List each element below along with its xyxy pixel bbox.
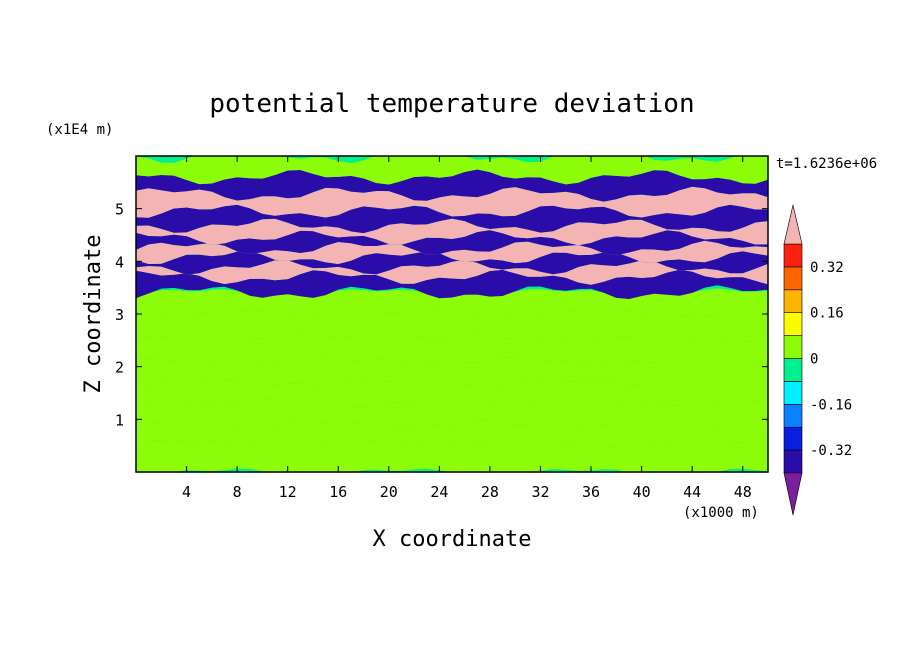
contour-band [136,186,768,218]
colorbar-label: 0.32 [810,260,844,276]
contour-band [136,399,768,429]
contour-plot-area [136,156,768,472]
x-tick-label: 24 [430,483,448,501]
contour-band [136,269,768,299]
colorbar-max-arrow [783,204,803,245]
contour-band [136,357,768,386]
colorbar-label: 0.16 [810,306,844,322]
x-tick-label: 20 [380,483,398,501]
contour-band [136,259,768,285]
contour-band [136,204,768,234]
chart-title: potential temperature deviation [209,89,694,119]
colorbar-label: -0.16 [810,397,852,413]
colorbar-segment [783,381,803,405]
x-tick-label: 28 [481,483,499,501]
contour-band [136,230,768,256]
y-unit-label: (x1E4 m) [46,122,113,138]
colorbar-segment [783,266,803,291]
colorbar-segment [783,335,803,359]
contour-band [136,333,768,366]
x-tick-label: 40 [633,483,651,501]
colorbar-segment [783,403,803,428]
y-tick-label: 5 [115,201,124,219]
y-tick-label: 4 [115,253,124,271]
x-tick-label: 44 [683,483,701,501]
x-tick-label: 8 [233,483,242,501]
colorbar-min-arrow [783,472,803,516]
colorbar-segment [783,358,803,382]
x-tick-label: 16 [329,483,347,501]
colorbar-label: -0.32 [810,443,852,459]
time-label: t=1.6236e+06 [776,156,877,172]
contour-band [136,378,768,408]
y-tick-label: 3 [115,306,124,324]
colorbar-segment [783,289,803,313]
contour-band [136,310,768,342]
contour-band [136,218,768,246]
contour-band [136,156,768,185]
x-axis-label: X coordinate [373,527,532,552]
y-tick-label: 1 [115,411,124,429]
y-axis: 1 2 3 4 5 [115,201,768,429]
x-tick-label: 48 [734,483,752,501]
x-tick-label: 36 [582,483,600,501]
x-unit-label: (x1000 m) [683,505,759,521]
colorbar-label: 0 [810,352,818,368]
contour-band [136,250,768,275]
y-tick-label: 2 [115,359,124,377]
contour-band [136,420,768,447]
contour-band [136,288,768,318]
contour-band [136,439,768,472]
contour-band [136,169,768,202]
contour-band [136,240,768,264]
colorbar-segment [783,243,803,268]
x-tick-label: 4 [182,483,191,501]
contour-fill-layer [136,156,768,472]
colorbar-segment [783,426,803,451]
x-axis: 4 8 12 16 20 24 28 32 36 40 44 48 [182,156,752,501]
x-tick-label: 12 [279,483,297,501]
colorbar-segment [783,312,803,336]
colorbar: 0.32 0.16 0 -0.16 -0.32 [783,204,852,516]
x-tick-label: 32 [531,483,549,501]
y-axis-label: Z coordinate [81,235,106,394]
colorbar-segment [783,449,803,474]
